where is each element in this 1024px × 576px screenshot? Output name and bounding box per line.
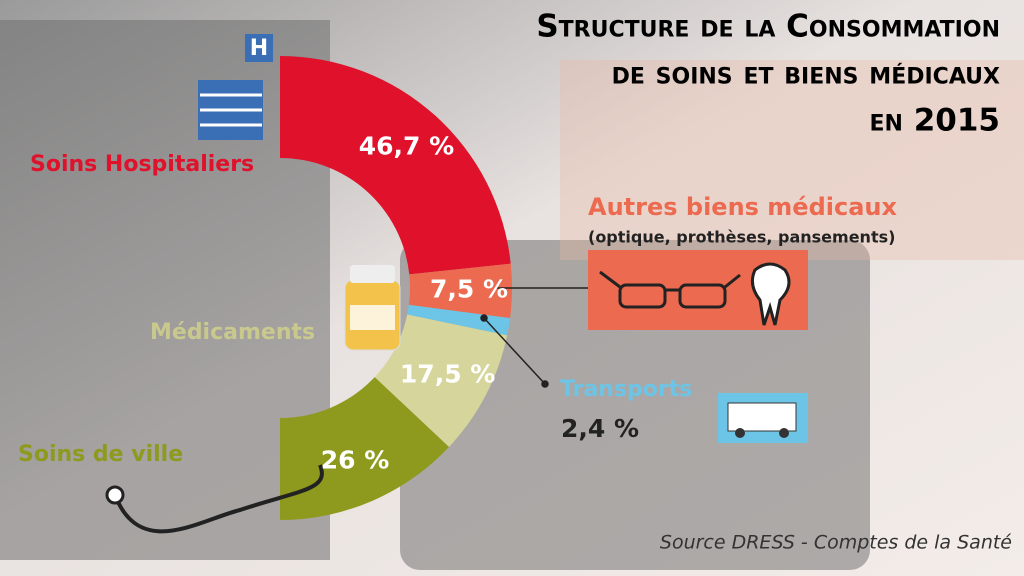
- banknote: [560, 60, 1024, 260]
- wallet-shape: [0, 20, 330, 560]
- value-label: 46,7 %: [359, 132, 454, 161]
- stethoscope-icon: [105, 485, 125, 505]
- hospital-icon: H: [198, 34, 273, 140]
- annotation: (optique, prothèses, pansements): [588, 228, 895, 247]
- title-line: Structure de la Consommation: [536, 9, 1000, 45]
- slice: [407, 304, 511, 336]
- ambulance-icon: [718, 393, 808, 443]
- title-line: de soins et biens médicaux: [612, 56, 1000, 92]
- slice: [374, 314, 508, 447]
- source: Source DRESS - Comptes de la Santé: [660, 532, 1012, 554]
- category-label: Transports: [560, 377, 692, 402]
- category-label: Médicaments: [150, 320, 315, 345]
- slice: [280, 377, 449, 520]
- title-line: en 2015: [869, 103, 1000, 139]
- slice: [408, 263, 512, 319]
- category-label: Soins Hospitaliers: [30, 152, 254, 177]
- medicine-icon: [344, 265, 401, 351]
- value-label: 26 %: [321, 445, 390, 474]
- stethoscope-icon: [113, 464, 324, 534]
- optics-icon: [588, 250, 808, 330]
- category-label: Soins de ville: [18, 442, 183, 467]
- svg-text:H: H: [250, 36, 268, 61]
- leader-line: [480, 287, 588, 388]
- value-label: 7,5 %: [430, 274, 508, 303]
- category-label: Autres biens médicaux: [588, 193, 897, 221]
- slice: [280, 56, 511, 275]
- value-label: 17,5 %: [400, 359, 495, 388]
- value-label: 2,4 %: [561, 414, 639, 443]
